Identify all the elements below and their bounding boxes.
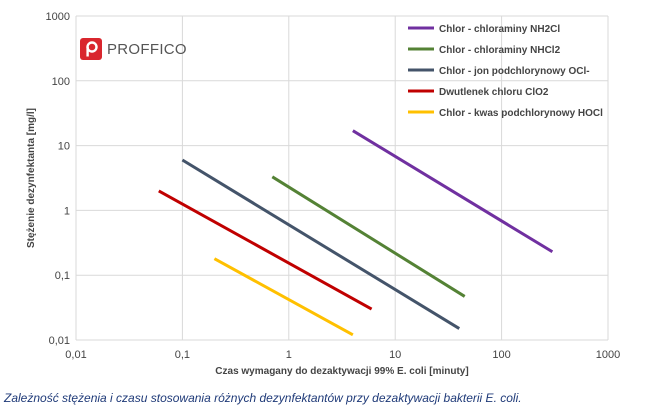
x-tick-label: 1000 [596,349,620,361]
legend-label: Chlor - jon podchlorynowy OCl- [439,66,590,77]
figure-caption: Zależność stężenia i czasu stosowania ró… [4,391,522,405]
logo-text: PROFFICO [107,40,187,58]
series-line-1 [352,129,554,254]
series-line-2 [271,175,466,298]
legend-label: Dwutlenek chloru ClO2 [439,87,549,98]
y-tick-label: 0,1 [55,270,70,282]
x-axis-label: Czas wymagany do dezaktywacji 99% E. col… [215,366,468,377]
y-tick-label: 10 [58,141,70,153]
y-tick-label: 1000 [46,11,70,23]
series-line-5 [213,257,354,337]
y-tick-label: 100 [52,76,70,88]
x-tick-label: 0,01 [65,349,86,361]
logo: PROFFICO [80,38,187,60]
chart-legend: Chlor - chloraminy NH2Cl Chlor - chlorami… [408,24,603,119]
chart-series-lines [158,129,554,337]
chart-grid [75,15,609,341]
series-line-3 [181,158,461,330]
x-tick-label: 10 [389,349,401,361]
y-tick-label: 1 [64,205,70,217]
legend-label: Chlor - chloraminy NH2Cl [439,24,560,35]
y-axis-label: Stężenie dezynfektanta [mg/l] [26,108,37,248]
x-tick-label: 0,1 [175,349,190,361]
series-line-4 [158,189,373,311]
legend-label: Chlor - kwas podchlorynowy HOCl [439,108,603,119]
legend-label: Chlor - chloraminy NHCl2 [439,45,561,56]
x-tick-label: 1 [286,349,292,361]
chart-ticks: 0,01 0,1 1 10 100 1000 0,01 0,1 1 10 100 1000 [46,11,621,361]
y-tick-label: 0,01 [49,335,70,347]
proffico-logo-icon [80,38,102,60]
x-tick-label: 100 [492,349,510,361]
